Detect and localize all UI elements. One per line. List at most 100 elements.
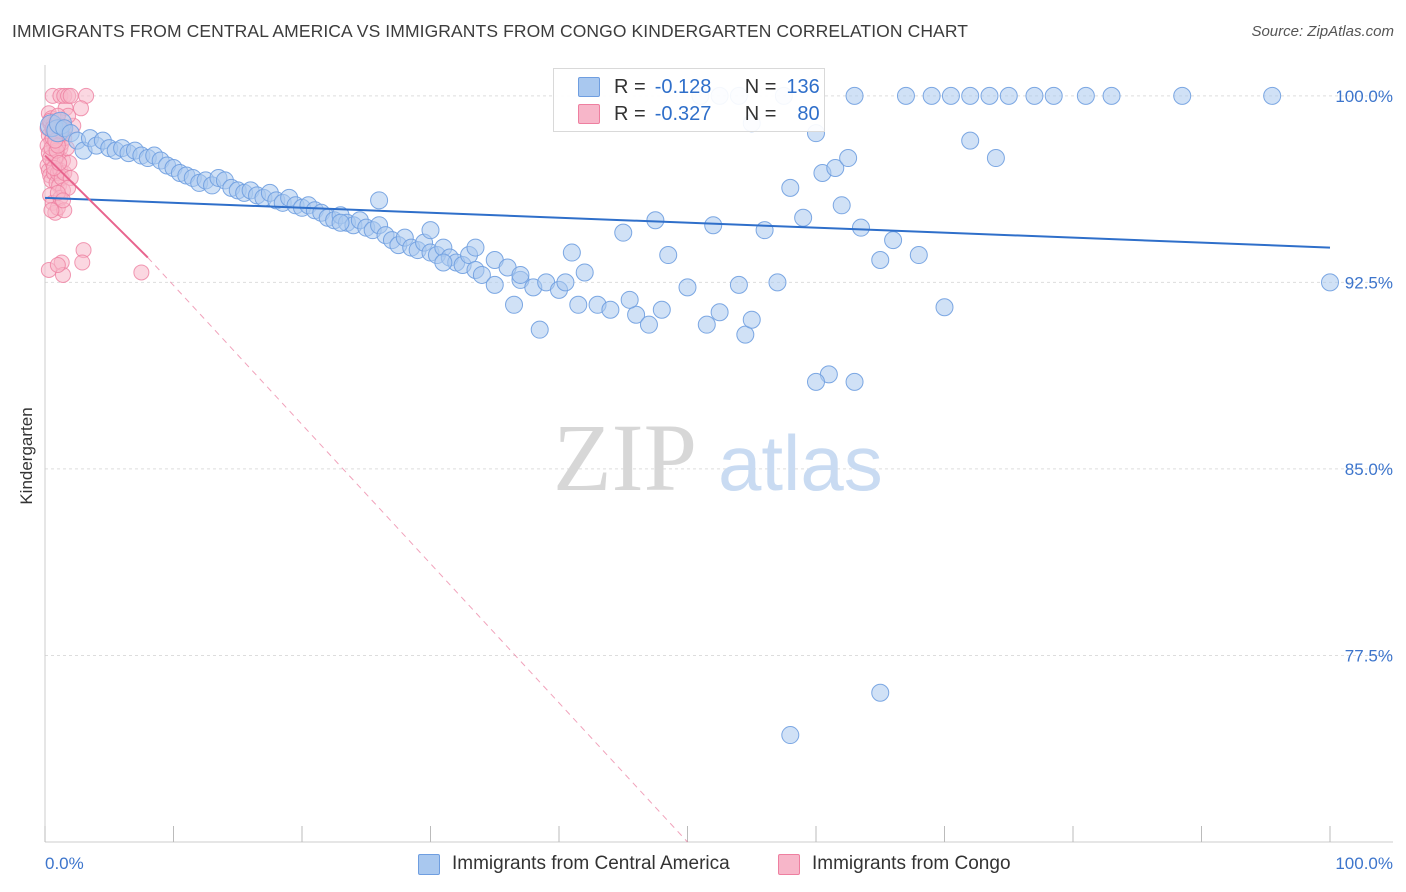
data-point-central-america	[871, 683, 890, 702]
data-point-central-america	[922, 86, 941, 105]
data-point-central-america	[807, 372, 825, 391]
data-point-central-america	[652, 300, 671, 319]
data-point-central-america	[639, 315, 658, 334]
watermark: ZIP atlas	[553, 404, 883, 511]
data-point-central-america	[331, 213, 350, 232]
trend-line-congo-extension	[147, 257, 688, 843]
data-point-central-america	[794, 208, 813, 227]
data-point-central-america	[742, 310, 761, 329]
legend-n-label: N =	[744, 75, 777, 98]
data-point-central-america	[839, 149, 858, 168]
data-point-central-america	[697, 315, 716, 334]
data-point-central-america	[826, 158, 845, 177]
bottom-legend-swatch-pink	[778, 853, 800, 875]
axes	[44, 65, 1393, 843]
x-tick-label-min: 0.0%	[45, 854, 84, 873]
data-point-central-america	[729, 275, 748, 294]
data-point-central-america	[485, 275, 504, 294]
legend-r-value-congo: -0.327	[654, 102, 712, 125]
data-point-congo	[43, 202, 60, 219]
data-point-central-america	[768, 273, 787, 292]
grid-lines	[45, 95, 1393, 656]
data-point-central-america	[511, 265, 530, 284]
data-point-central-america	[659, 246, 678, 265]
data-point-central-america	[505, 295, 524, 314]
data-point-central-america	[370, 191, 389, 210]
stats-legend: R = -0.128 N = 136 R = -0.327 N = 80	[553, 68, 825, 132]
data-point-central-america	[845, 86, 864, 105]
bottom-legend-label-congo: Immigrants from Congo	[812, 853, 1011, 874]
legend-r-label: R =	[614, 102, 646, 125]
trend-lines	[44, 154, 1331, 843]
bottom-legend-swatch-blue	[418, 853, 440, 875]
data-point-central-america	[896, 86, 915, 105]
data-point-central-america	[755, 221, 774, 240]
legend-n-label: N =	[744, 102, 777, 125]
watermark-atlas: atlas	[718, 419, 883, 507]
data-point-central-america	[646, 211, 665, 230]
data-point-congo	[72, 100, 89, 117]
y-tick-label: 92.5%	[1345, 273, 1393, 292]
data-point-central-america	[601, 300, 620, 319]
data-point-central-america	[575, 263, 594, 282]
data-point-central-america	[1076, 86, 1095, 105]
trend-line-central-america	[44, 196, 1331, 249]
data-point-congo	[133, 264, 150, 281]
data-point-congo	[49, 256, 66, 273]
bottom-legend-central-america: Immigrants from Central America	[418, 851, 730, 877]
data-point-central-america	[871, 251, 890, 270]
data-point-central-america	[1025, 86, 1044, 105]
tick-labels: 77.5% 85.0% 92.5% 100.0% 0.0% 100.0%	[45, 87, 1393, 873]
data-point-central-america	[781, 178, 800, 197]
y-axis-label: Kindergarten	[17, 407, 36, 505]
bottom-legend-label-central-america: Immigrants from Central America	[452, 853, 730, 874]
data-point-central-america	[562, 243, 581, 262]
data-point-central-america	[781, 726, 800, 745]
data-point-central-america	[1321, 273, 1339, 292]
data-point-congo	[54, 192, 71, 209]
y-tick-label: 85.0%	[1345, 460, 1393, 479]
data-point-central-america	[472, 265, 491, 284]
bottom-legend-congo: Immigrants from Congo	[778, 851, 1011, 877]
data-point-central-america	[884, 231, 903, 250]
series-central-america	[39, 86, 1339, 745]
source-credit: Source: ZipAtlas.com	[1251, 23, 1394, 40]
data-point-central-america	[620, 290, 639, 309]
legend-swatch-pink	[578, 104, 600, 124]
data-point-central-america	[434, 253, 453, 272]
data-point-central-america	[466, 238, 485, 257]
data-point-central-america	[1263, 86, 1282, 105]
legend-n-value-central-america: 136	[786, 75, 820, 98]
data-point-central-america	[530, 320, 549, 339]
legend-row-congo: R = -0.327 N = 80	[578, 103, 820, 125]
data-point-central-america	[710, 303, 729, 322]
data-point-central-america	[935, 298, 954, 317]
data-point-central-america	[556, 273, 575, 292]
x-tick-label-max: 100.0%	[1335, 854, 1393, 873]
data-point-central-america	[1173, 86, 1192, 105]
legend-swatch-blue	[578, 77, 600, 97]
data-point-central-america	[961, 86, 980, 105]
data-point-central-america	[704, 216, 723, 235]
y-tick-label: 100.0%	[1335, 87, 1393, 106]
data-point-central-america	[999, 86, 1018, 105]
data-point-central-america	[845, 372, 864, 391]
data-point-central-america	[614, 223, 633, 242]
legend-r-value-central-america: -0.128	[654, 75, 712, 98]
data-point-central-america	[569, 295, 588, 314]
data-point-central-america	[832, 196, 851, 215]
data-point-central-america	[736, 325, 755, 344]
data-point-congo	[74, 254, 91, 271]
y-tick-label: 77.5%	[1345, 646, 1393, 665]
legend-row-central-america: R = -0.128 N = 136	[578, 76, 820, 98]
data-point-central-america	[941, 86, 960, 105]
data-point-central-america	[986, 149, 1005, 168]
data-point-central-america	[909, 246, 928, 265]
chart-title: IMMIGRANTS FROM CENTRAL AMERICA VS IMMIG…	[12, 21, 969, 41]
data-point-central-america	[1044, 86, 1063, 105]
legend-r-label: R =	[614, 75, 646, 98]
data-point-central-america	[678, 278, 697, 297]
data-point-central-america	[627, 305, 646, 324]
trend-line-congo	[44, 154, 149, 259]
